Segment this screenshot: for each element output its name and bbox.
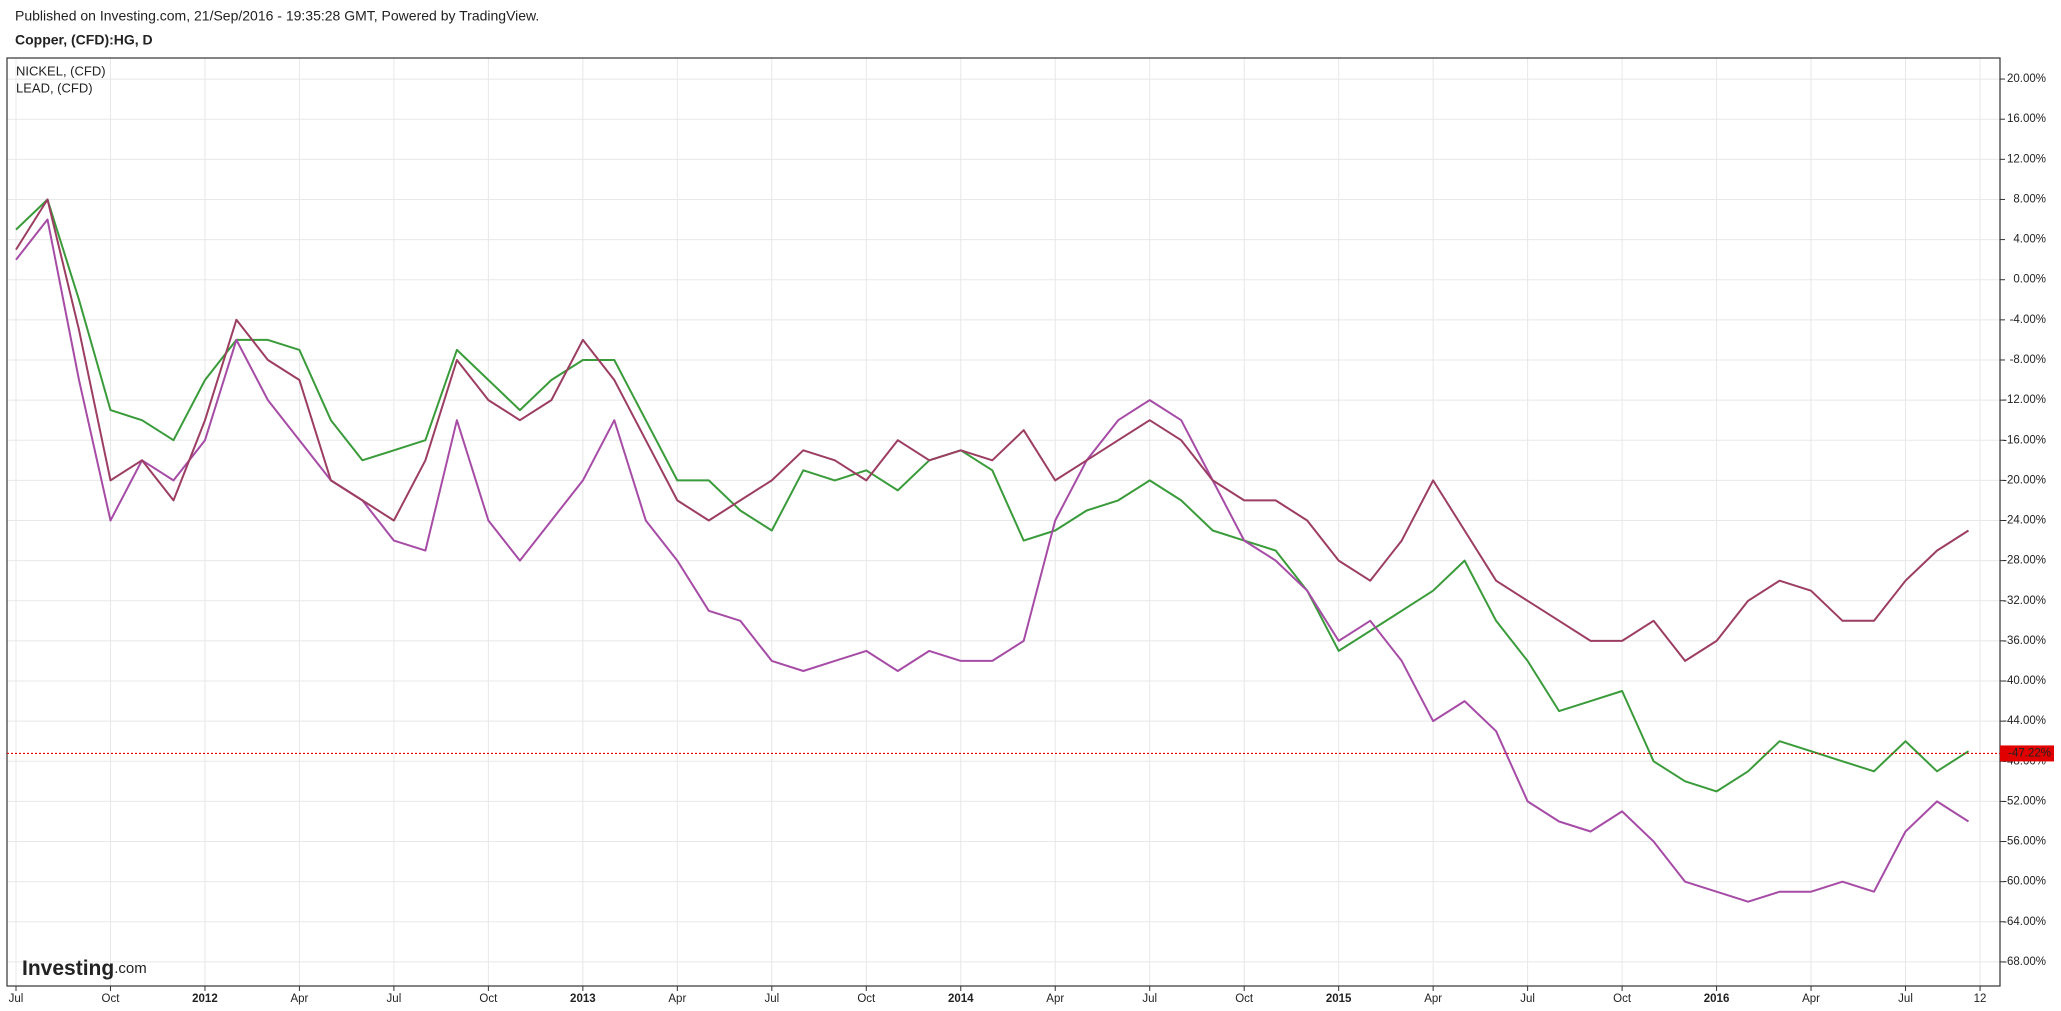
x-tick-label: Jul (764, 993, 779, 1005)
logo: Investing.com (22, 957, 147, 980)
plot-frame (6, 57, 2001, 987)
y-tick-label: -16.00% (2003, 434, 2046, 446)
x-tick-label: 12 (1974, 993, 1987, 1005)
y-tick-label: -40.00% (2003, 675, 2046, 687)
y-tick-label: -44.00% (2003, 715, 2046, 727)
x-tick-label: Apr (1424, 993, 1442, 1005)
y-tick-label: -32.00% (2003, 595, 2046, 607)
x-tick-label: Jul (9, 993, 24, 1005)
x-tick-label: 2014 (948, 993, 974, 1005)
x-tick-label: Oct (1613, 993, 1632, 1005)
y-tick-label: -56.00% (2003, 836, 2046, 848)
x-tick-label: Jul (1520, 993, 1535, 1005)
y-tick-label: 20.00% (2007, 73, 2046, 85)
series-line (15, 198, 1970, 662)
y-tick-label: 4.00% (2013, 234, 2046, 246)
x-tick-label: Apr (668, 993, 686, 1005)
x-tick-label: Apr (1046, 993, 1064, 1005)
last-value-label: -47.22% (2008, 747, 2051, 759)
y-tick-label: -28.00% (2003, 555, 2046, 567)
y-tick-label: -8.00% (2010, 354, 2046, 366)
series-line (15, 198, 1970, 793)
x-tick-label: Jul (1142, 993, 1157, 1005)
y-tick-label: 0.00% (2013, 274, 2046, 286)
y-tick-label: -12.00% (2003, 394, 2046, 406)
header: Published on Investing.com, 21/Sep/2016 … (15, 8, 539, 24)
x-tick-label: Apr (290, 993, 308, 1005)
x-tick-label: 2016 (1704, 993, 1730, 1005)
legend-entry: LEAD, (CFD) (16, 80, 93, 95)
x-tick-label: Jul (387, 993, 402, 1005)
x-tick-label: 2013 (570, 993, 596, 1005)
x-tick-label: 2012 (192, 993, 218, 1005)
y-tick-label: -68.00% (2003, 956, 2046, 968)
logo-suffix: .com (114, 960, 147, 977)
y-tick-label: 12.00% (2007, 153, 2046, 165)
logo-main: Investing (22, 957, 114, 980)
last-value-badge (2000, 745, 2054, 762)
y-tick-label: 8.00% (2013, 193, 2046, 205)
y-tick-label: 16.00% (2007, 113, 2046, 125)
chart-title: Copper, (CFD):HG, D (15, 32, 153, 48)
y-tick-label: -52.00% (2003, 795, 2046, 807)
y-tick-label: -64.00% (2003, 916, 2046, 928)
x-tick-label: 2015 (1326, 993, 1352, 1005)
y-tick-label: -36.00% (2003, 635, 2046, 647)
x-tick-label: Oct (102, 993, 121, 1005)
y-tick-label: -20.00% (2003, 474, 2046, 486)
y-tick-label: -24.00% (2003, 515, 2046, 527)
x-tick-label: Jul (1898, 993, 1913, 1005)
x-tick-label: Apr (1802, 993, 1820, 1005)
legend-entry: NICKEL, (CFD) (16, 63, 106, 78)
x-tick-label: Oct (479, 993, 498, 1005)
y-tick-label: -60.00% (2003, 876, 2046, 888)
x-tick-label: Oct (1235, 993, 1254, 1005)
y-tick-label: -4.00% (2010, 314, 2046, 326)
x-tick-label: Oct (857, 993, 876, 1005)
